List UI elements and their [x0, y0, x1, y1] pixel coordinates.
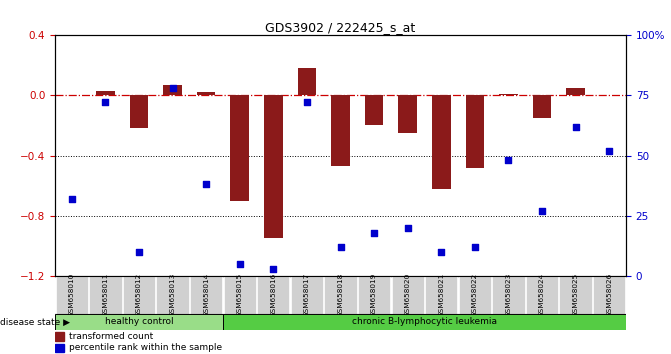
Bar: [56, 276, 88, 314]
Text: GSM658010: GSM658010: [69, 273, 74, 317]
Point: [301, 99, 312, 105]
Bar: [264, 95, 282, 238]
Text: GSM658011: GSM658011: [103, 273, 109, 317]
Point: [201, 182, 211, 187]
Bar: [499, 94, 518, 95]
Text: percentile rank within the sample: percentile rank within the sample: [69, 343, 222, 353]
Point: [570, 124, 581, 130]
Text: GSM658013: GSM658013: [170, 273, 176, 317]
Point: [470, 244, 480, 250]
Text: GSM658020: GSM658020: [405, 273, 411, 317]
Bar: [291, 276, 323, 314]
Bar: [190, 276, 222, 314]
Text: GSM658014: GSM658014: [203, 273, 209, 317]
Bar: [526, 276, 558, 314]
Bar: [298, 68, 316, 95]
Point: [537, 208, 548, 214]
Bar: [55, 344, 64, 352]
Bar: [566, 88, 585, 95]
Bar: [560, 276, 592, 314]
Bar: [257, 276, 289, 314]
Text: GSM658023: GSM658023: [505, 273, 511, 317]
Text: GSM658022: GSM658022: [472, 273, 478, 317]
Text: GSM658015: GSM658015: [237, 273, 243, 317]
Text: healthy control: healthy control: [105, 318, 173, 326]
Bar: [425, 276, 458, 314]
Bar: [466, 95, 484, 167]
Text: GSM658024: GSM658024: [539, 273, 545, 317]
Text: GSM658021: GSM658021: [438, 273, 444, 317]
Point: [167, 85, 178, 91]
Bar: [163, 85, 182, 95]
Bar: [365, 95, 383, 125]
Point: [100, 99, 111, 105]
Text: chronic B-lymphocytic leukemia: chronic B-lymphocytic leukemia: [352, 318, 497, 326]
Bar: [331, 95, 350, 166]
Point: [503, 158, 514, 163]
Point: [268, 266, 278, 272]
Bar: [223, 314, 626, 330]
Point: [403, 225, 413, 231]
Bar: [55, 332, 64, 341]
Bar: [96, 91, 115, 95]
Text: GSM658012: GSM658012: [136, 273, 142, 317]
Bar: [55, 314, 223, 330]
Bar: [130, 95, 148, 129]
Bar: [533, 95, 552, 118]
Point: [604, 148, 615, 154]
Text: transformed count: transformed count: [69, 332, 154, 341]
Text: GSM658025: GSM658025: [572, 273, 578, 317]
Text: GSM658017: GSM658017: [304, 273, 310, 317]
Point: [234, 261, 245, 267]
Bar: [399, 95, 417, 133]
Bar: [392, 276, 424, 314]
Point: [335, 244, 346, 250]
Bar: [197, 92, 215, 95]
Bar: [324, 276, 356, 314]
Bar: [493, 276, 525, 314]
Bar: [593, 276, 625, 314]
Bar: [156, 276, 189, 314]
Text: disease state ▶: disease state ▶: [0, 318, 70, 326]
Point: [369, 230, 380, 235]
Text: GSM658018: GSM658018: [338, 273, 344, 317]
Bar: [459, 276, 491, 314]
Bar: [123, 276, 155, 314]
Text: GSM658016: GSM658016: [270, 273, 276, 317]
Point: [66, 196, 77, 202]
Bar: [223, 276, 256, 314]
Bar: [231, 95, 249, 201]
Bar: [432, 95, 450, 189]
Title: GDS3902 / 222425_s_at: GDS3902 / 222425_s_at: [265, 21, 415, 34]
Bar: [89, 276, 121, 314]
Text: GSM658026: GSM658026: [606, 273, 612, 317]
Point: [134, 249, 144, 255]
Bar: [358, 276, 391, 314]
Text: GSM658019: GSM658019: [371, 273, 377, 317]
Point: [436, 249, 447, 255]
